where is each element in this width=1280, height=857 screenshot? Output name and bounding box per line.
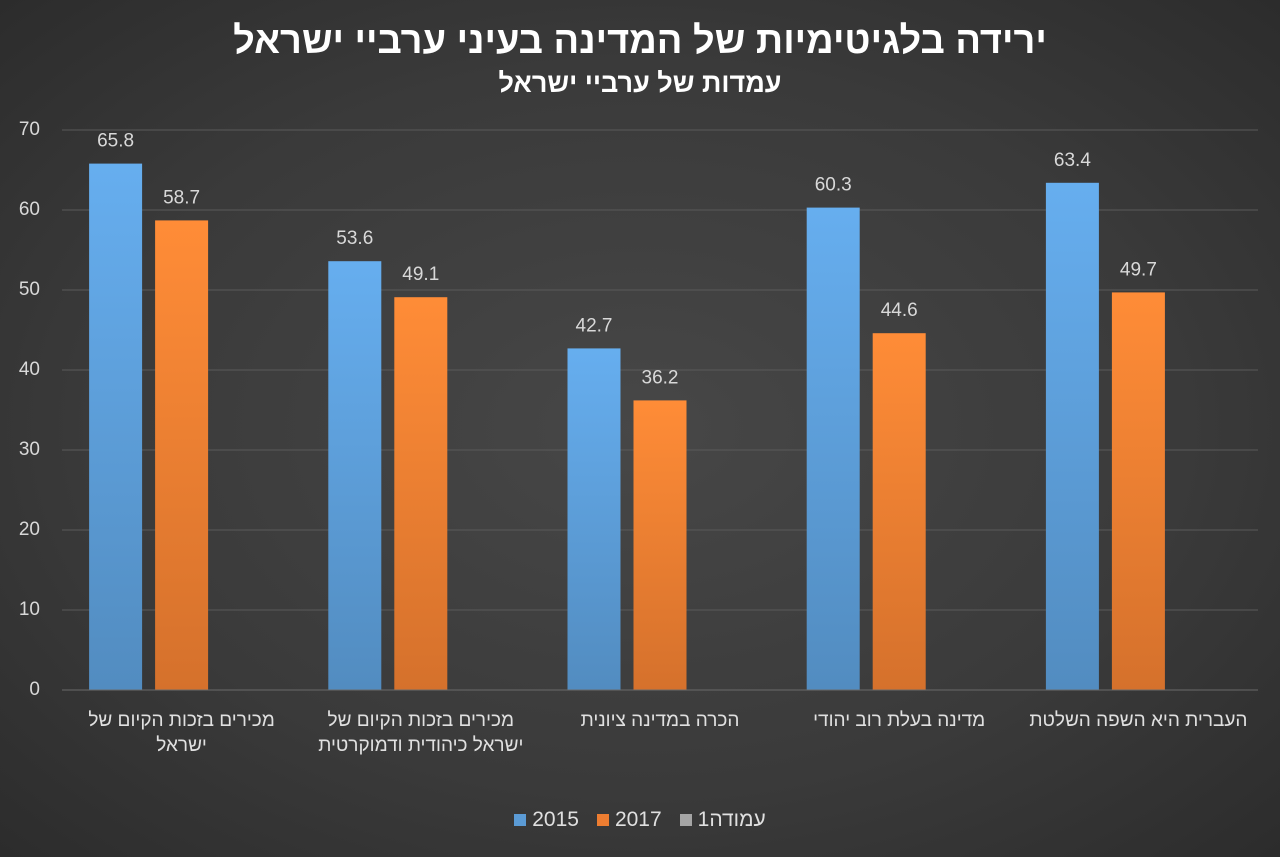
x-tick-label: מכירים בזכות הקיום של ישראל כיהודית ודמו… bbox=[318, 710, 524, 756]
data-label: 58.7 bbox=[163, 187, 200, 208]
legend-label: 2017 bbox=[614, 808, 662, 831]
y-tick-label: 50 bbox=[19, 279, 40, 300]
legend: 2015 2017 עמודה1 bbox=[0, 808, 1280, 832]
legend-label: 2015 bbox=[532, 808, 579, 831]
bar bbox=[1111, 292, 1165, 690]
bar bbox=[872, 333, 926, 690]
bar bbox=[633, 400, 687, 690]
bar bbox=[567, 348, 621, 690]
data-label: 44.6 bbox=[881, 300, 918, 321]
x-tick-label: הכרה במדינה ציונית bbox=[580, 710, 740, 731]
data-label: 53.6 bbox=[336, 228, 373, 249]
x-tick-label: מדינה בעלת רוב יהודי bbox=[813, 710, 986, 731]
legend-swatch bbox=[596, 814, 609, 826]
y-tick-label: 10 bbox=[19, 599, 40, 620]
data-label: 60.3 bbox=[815, 175, 852, 196]
bar bbox=[1045, 182, 1099, 691]
data-label: 36.2 bbox=[642, 367, 679, 388]
chart-title: ירידה בלגיטימיות של המדינה בעיני ערביי י… bbox=[233, 20, 1047, 62]
legend-label: עמודה1 bbox=[697, 808, 766, 831]
data-label: 63.4 bbox=[1054, 150, 1091, 171]
data-label: 42.7 bbox=[576, 315, 613, 336]
chart-subtitle: עמדות של ערביי ישראל bbox=[498, 68, 782, 98]
legend-swatch bbox=[514, 814, 527, 826]
y-tick-label: 60 bbox=[19, 199, 40, 220]
x-tick-label: העברית היא השפה השלטת bbox=[1029, 710, 1248, 731]
bar bbox=[328, 261, 382, 690]
y-tick-label: 70 bbox=[19, 119, 40, 140]
data-label: 49.1 bbox=[402, 264, 439, 285]
y-tick-label: 40 bbox=[19, 359, 40, 380]
y-tick-label: 20 bbox=[19, 519, 40, 540]
y-tick-label: 0 bbox=[29, 679, 40, 700]
data-label: 65.8 bbox=[97, 131, 134, 152]
legend-swatch bbox=[679, 814, 692, 826]
y-tick-label: 30 bbox=[19, 439, 40, 460]
bar bbox=[155, 220, 209, 690]
legend-item: 2015 bbox=[514, 808, 579, 832]
bar bbox=[394, 297, 448, 690]
bar bbox=[89, 163, 143, 691]
legend-item: עמודה1 bbox=[679, 808, 766, 832]
bar bbox=[806, 207, 860, 690]
x-tick-label: מכירים בזכות הקיום של ישראל bbox=[88, 710, 275, 756]
data-label: 49.7 bbox=[1120, 259, 1157, 280]
legend-item: 2017 bbox=[596, 808, 662, 832]
